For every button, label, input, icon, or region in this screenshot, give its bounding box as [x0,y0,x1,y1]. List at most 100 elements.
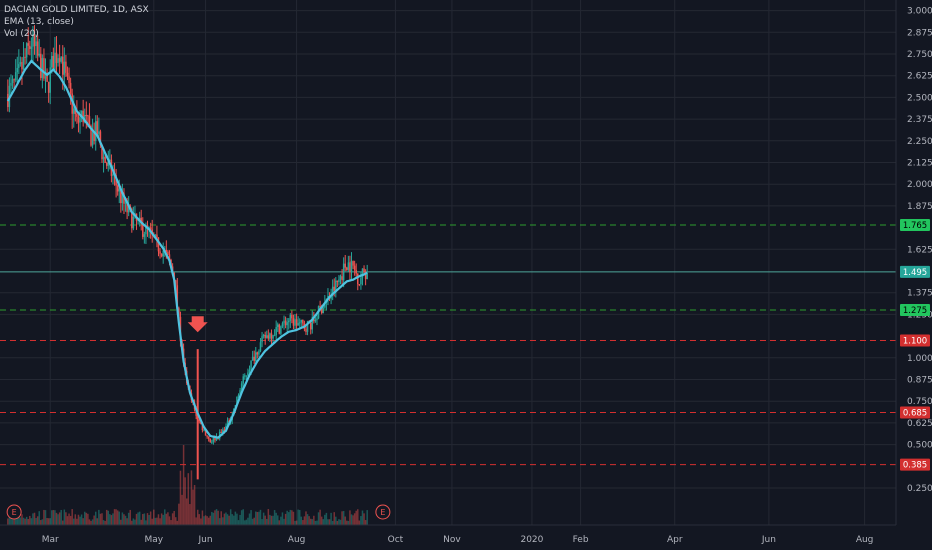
level-label: 1.275 [903,306,927,316]
volume-bar [145,520,147,525]
candle-body [209,438,212,443]
time-axis[interactable]: Mar May Jun Aug Oct Nov 2020 Feb Apr Jun Aug [0,524,896,545]
candle-body [176,285,179,309]
candle-body [126,200,128,213]
candle-body [98,131,100,135]
level-label: 0.685 [903,408,927,418]
candle-body [360,277,362,285]
candle-body [99,131,102,145]
candle-body [211,441,213,443]
volume-bar [251,518,254,525]
volume-bar [261,519,263,525]
y-tick-label: 0.875 [907,376,932,386]
volume-bar [281,512,284,525]
volume-bar [211,511,213,525]
candle-body [222,429,224,433]
y-tick-label: 2.125 [907,159,932,169]
candle-body [220,431,223,433]
volume-bar [7,518,9,525]
volume-bar [215,509,218,525]
symbol-legend[interactable]: DACIAN GOLD LIMITED, 1D, ASX [4,5,149,15]
candle-body [283,320,285,324]
level-label-bg [900,458,930,471]
volume-bar [240,510,243,525]
volume-bar [203,516,205,525]
volume-bar [33,512,36,525]
candle-body [13,79,15,81]
x-tick-label: Jun [198,535,213,545]
volume-bar [248,513,251,525]
volume-bar [339,519,342,525]
volume-bar [99,513,102,525]
candle-body [266,335,268,338]
ema-line [6,59,368,439]
volume-bar [98,509,100,525]
candle-body [112,174,114,176]
candle-body [276,324,279,328]
candle-body [60,56,62,62]
volume-bar [255,511,257,525]
candle-body [79,117,81,123]
candle-body [157,237,160,252]
x-tick-label: May [144,535,163,545]
volume-bar [126,518,128,525]
volume-bar [247,517,249,525]
volume-bar [303,516,306,525]
candle-body [168,254,171,260]
volume-bar [8,511,11,525]
candle-body [159,251,161,254]
candle-body [255,352,257,361]
candle-body [160,253,163,257]
candle-body [280,326,282,334]
volume-bar [291,510,293,525]
candle-body [278,324,281,334]
volume-bar [113,509,116,525]
candle-body [363,268,365,272]
volume-bar [316,520,318,525]
level-label-bg [900,265,930,278]
y-tick-label: 2.000 [907,180,932,190]
volume-bar [305,511,307,525]
volume-bar [207,517,210,525]
candle-body [87,115,89,117]
candle-body [261,336,263,343]
candle-body [207,436,210,439]
volume-bar [124,515,127,525]
volume-bar [178,503,180,525]
candle-body [237,394,240,397]
price-axis[interactable]: 0.2500.5000.6250.7500.8751.0001.2501.375… [895,0,932,525]
volume-bar [148,514,150,525]
volume-legend[interactable]: Vol (20) [4,29,39,39]
volume-bar [198,514,201,525]
y-tick-label: 1.625 [907,245,932,255]
candle-body [35,41,37,47]
x-tick-label: Nov [443,535,461,545]
candle-body [116,185,119,192]
volume-bar [273,510,276,525]
horizontal-levels[interactable] [0,224,896,466]
ema-legend[interactable]: EMA (13, close) [4,17,74,27]
volume-bar [46,518,48,525]
volume-bar [101,513,103,525]
volume-bar [335,516,337,525]
volume-bar [79,516,81,525]
y-tick-label: 2.875 [907,28,932,38]
volume-bar [74,514,77,525]
volume-bar [52,510,55,525]
y-tick-label: 2.750 [907,50,932,60]
candle-body [85,114,88,116]
candle-body [21,62,23,70]
candle-body [204,429,207,436]
volume-bar [127,512,130,525]
volume-bar [142,514,144,525]
x-tick-label: 2020 [520,535,543,545]
candle-body [127,205,130,213]
volume-bar [278,520,281,525]
volume-bar [60,509,62,525]
candle-body [22,56,25,70]
volume-bar [226,514,229,525]
candle-body [93,132,95,141]
volume-bar [242,509,244,525]
volume-bar [65,512,67,525]
